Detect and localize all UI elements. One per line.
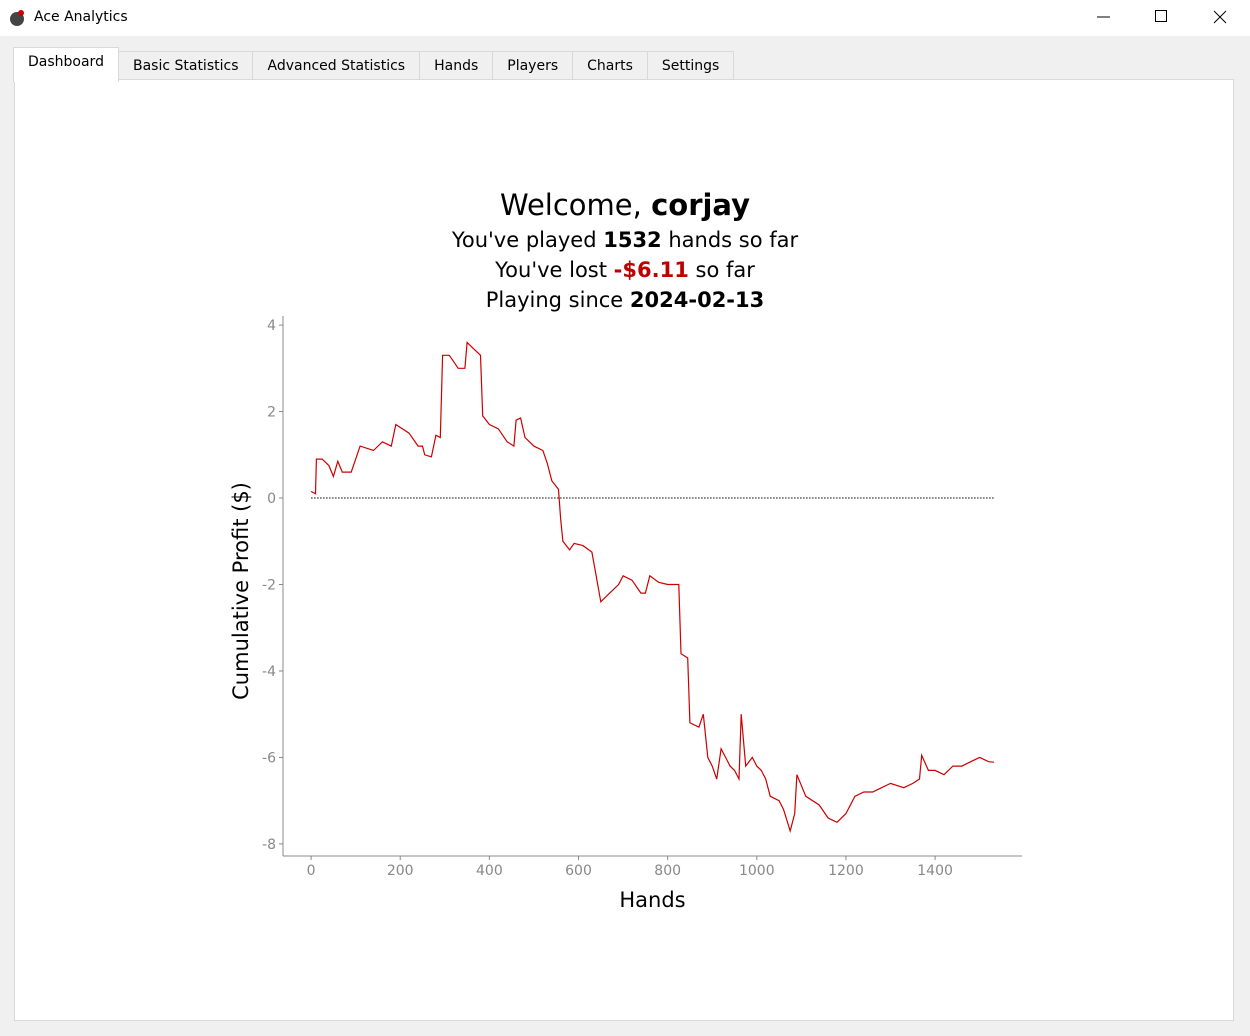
profit-line — [310, 341, 994, 834]
y-tick-label: -8 — [262, 837, 276, 853]
tab-bar: Dashboard Basic Statistics Advanced Stat… — [13, 47, 735, 82]
hands-line: You've played 1532 hands so far — [0, 228, 1250, 252]
title-bar: Ace Analytics — [0, 0, 1250, 36]
tab[interactable]: Hands — [419, 51, 494, 80]
since-date: 2024-02-13 — [629, 288, 765, 312]
text: You've lost — [495, 258, 607, 282]
close[interactable] — [1213, 10, 1227, 24]
profit-line: You've lost -$6.11 so far — [0, 258, 1250, 282]
text: Playing since — [485, 288, 624, 312]
maximize[interactable] — [1155, 10, 1167, 22]
tab[interactable]: Advanced Statistics — [252, 51, 421, 80]
x-tick-label: 1200 — [828, 863, 864, 879]
x-tick-label: 800 — [654, 863, 681, 879]
tab[interactable]: Dashboard — [13, 47, 119, 82]
y-tick-label: 2 — [267, 405, 276, 421]
y-axis-label: Cumulative Profit ($) — [229, 482, 253, 700]
x-tick-label: 200 — [387, 863, 414, 879]
window-title: Ace Analytics — [34, 9, 128, 25]
tab[interactable]: Settings — [646, 51, 735, 80]
text: You've played — [451, 228, 597, 252]
text: hands so far — [668, 228, 799, 252]
app-icon-dot — [18, 10, 24, 16]
x-axis-label: Hands — [619, 888, 685, 912]
tab-pane — [14, 79, 1234, 1021]
y-tick-label: -4 — [262, 664, 276, 680]
x-tick-label: 1000 — [739, 863, 775, 879]
tab[interactable]: Charts — [572, 51, 648, 80]
x-tick-label: 400 — [476, 863, 503, 879]
x-tick-label: 1400 — [917, 863, 953, 879]
y-tick-label: 4 — [267, 318, 276, 334]
x-tick-label: 0 — [307, 863, 316, 879]
title-bar-icons — [10, 10, 1227, 26]
hands-count: 1532 — [603, 228, 662, 252]
y-tick-label: 0 — [267, 491, 276, 507]
y-tick-label: -2 — [262, 577, 276, 593]
greeting: Welcome, — [499, 188, 642, 222]
y-tick-label: -6 — [262, 750, 276, 766]
welcome-line: Welcome, corjay — [0, 188, 1250, 222]
tab[interactable]: Players — [492, 51, 574, 80]
text: so far — [695, 258, 755, 282]
amount: -$6.11 — [613, 258, 689, 282]
since-line: Playing since 2024-02-13 — [0, 288, 1250, 312]
username: corjay — [651, 188, 751, 222]
x-tick-label: 600 — [565, 863, 592, 879]
